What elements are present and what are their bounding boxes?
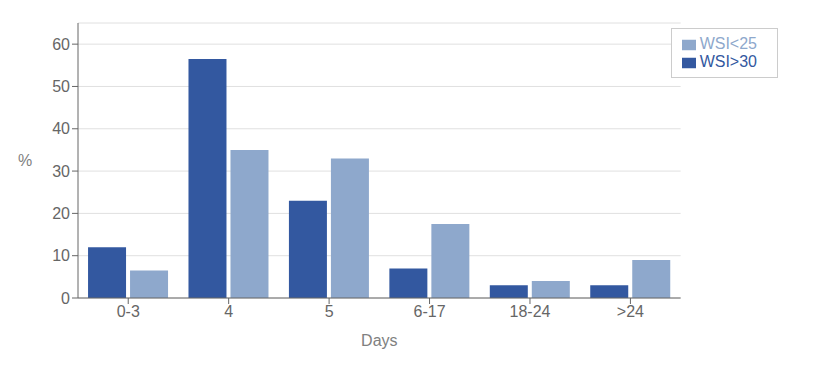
svg-text:20: 20: [52, 205, 70, 222]
svg-text:60: 60: [52, 36, 70, 53]
svg-text:Days: Days: [361, 332, 397, 349]
svg-text:18-24: 18-24: [510, 303, 551, 320]
svg-text:5: 5: [325, 303, 334, 320]
svg-text:6-17: 6-17: [414, 303, 446, 320]
svg-text:%: %: [18, 152, 32, 169]
svg-text:50: 50: [52, 78, 70, 95]
svg-text:30: 30: [52, 163, 70, 180]
svg-text:0: 0: [61, 290, 70, 307]
svg-text:4: 4: [224, 303, 233, 320]
svg-text:10: 10: [52, 247, 70, 264]
svg-text:>24: >24: [617, 303, 644, 320]
html-text:WSI<25: WSI<25: [699, 35, 757, 52]
html-text:WSI>30: WSI>30: [699, 53, 757, 70]
svg-text:0-3: 0-3: [117, 303, 140, 320]
svg-text:40: 40: [52, 120, 70, 137]
